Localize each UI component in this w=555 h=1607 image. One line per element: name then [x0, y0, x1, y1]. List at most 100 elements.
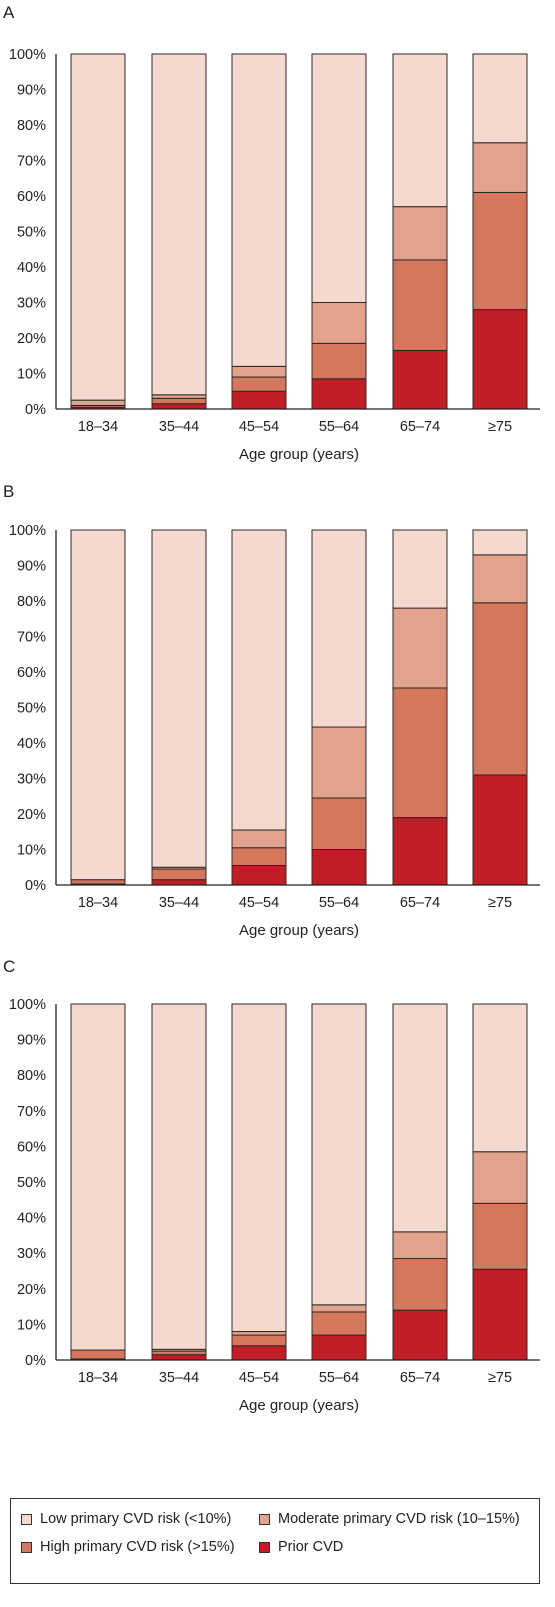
bar-segment-high — [311, 797, 367, 851]
bar-segment-high — [392, 687, 448, 819]
bar-segment-low — [392, 529, 448, 609]
legend-item-low: Low primary CVD risk (<10%) — [21, 1511, 231, 1527]
legend-swatch-high — [21, 1541, 32, 1553]
x-tick-label: 45–54 — [239, 419, 279, 435]
y-tick-label: 80% — [17, 594, 46, 610]
bar-segment-high — [70, 1349, 126, 1360]
bar-segment-high — [151, 868, 207, 881]
legend-label-high: High primary CVD risk (>15%) — [40, 1539, 235, 1555]
y-tick-label: 10% — [17, 1317, 46, 1333]
y-tick-label: 90% — [17, 1033, 46, 1049]
bar-segment-low — [151, 53, 207, 396]
x-tick-label: 55–64 — [319, 419, 359, 435]
panel-label: A — [3, 3, 15, 22]
panel-b: B 0% 10% 20% 30% 40% 50% 60% 70% 80% 90% 100% 18–34 3… — [3, 482, 540, 939]
bar-segment-prior — [311, 378, 367, 410]
bar-segment-low — [392, 53, 448, 208]
y-tick-label: 100% — [9, 47, 46, 63]
bar-segment-high — [231, 1334, 287, 1347]
bar-segment-high — [231, 847, 287, 866]
x-tick-label: 35–44 — [159, 419, 199, 435]
y-tick-label: 20% — [17, 331, 46, 347]
y-tick-label: 80% — [17, 118, 46, 134]
bar-segment-low — [392, 1003, 448, 1233]
bar-segment-high — [311, 342, 367, 380]
y-tick-label: 40% — [17, 1211, 46, 1227]
legend-swatch-low — [21, 1513, 32, 1525]
x-axis-label: Age group (years) — [239, 1397, 359, 1414]
bar-segment-high — [472, 602, 528, 776]
bar-segment-prior — [151, 403, 207, 410]
bar-segment-low — [311, 53, 367, 303]
x-tick-label: 55–64 — [319, 1370, 359, 1386]
bar-segment-low — [311, 529, 367, 728]
legend-swatch-moderate — [259, 1513, 270, 1525]
legend-label-prior: Prior CVD — [278, 1539, 344, 1555]
bar-segment-moderate — [392, 1231, 448, 1260]
legend-item-moderate: Moderate primary CVD risk (10–15%) — [259, 1511, 520, 1527]
bar-segment-prior — [392, 817, 448, 886]
bar-segment-low — [231, 529, 287, 831]
bar-segment-prior — [392, 349, 448, 410]
bar-segment-high — [231, 376, 287, 392]
y-tick-label: 0% — [25, 402, 46, 418]
bar-segment-moderate — [231, 1331, 287, 1336]
y-tick-label: 0% — [25, 878, 46, 894]
y-tick-label: 100% — [9, 523, 46, 539]
y-tick-label: 60% — [17, 665, 46, 681]
x-axis-label: Age group (years) — [239, 922, 359, 939]
bar-segment-prior — [231, 1345, 287, 1361]
bar-segment-moderate — [311, 302, 367, 344]
x-tick-label: 35–44 — [159, 1370, 199, 1386]
bar-segment-low — [231, 53, 287, 367]
x-tick-label: 65–74 — [400, 895, 440, 911]
x-tick-label: 18–34 — [78, 895, 118, 911]
bar-segment-moderate — [231, 829, 287, 849]
bar-segment-prior — [231, 864, 287, 886]
bar-segment-low — [70, 53, 126, 401]
bar-segment-moderate — [311, 1304, 367, 1313]
x-tick-label: ≥75 — [488, 1370, 512, 1386]
y-tick-label: 90% — [17, 559, 46, 575]
y-tick-label: 70% — [17, 1104, 46, 1120]
legend-label-low: Low primary CVD risk (<10%) — [40, 1511, 232, 1527]
y-tick-label: 0% — [25, 1353, 46, 1369]
legend-item-high: High primary CVD risk (>15%) — [21, 1539, 235, 1555]
panel-a: A 0% 10% 20% 30% 40% 50% 60% 70% 80% 90% 100% 18–34 3… — [3, 3, 540, 463]
x-tick-label: ≥75 — [488, 895, 512, 911]
x-tick-label: 45–54 — [239, 895, 279, 911]
x-tick-label: 35–44 — [159, 895, 199, 911]
bar-segment-prior — [392, 1309, 448, 1361]
bar-segment-low — [151, 529, 207, 868]
bar-segment-prior — [472, 1268, 528, 1361]
y-tick-label: 20% — [17, 1282, 46, 1298]
y-tick-label: 50% — [17, 1175, 46, 1191]
x-tick-label: 18–34 — [78, 419, 118, 435]
bar-segment-low — [311, 1003, 367, 1306]
bar-segment-prior — [151, 1354, 207, 1361]
bar-segment-prior — [311, 849, 367, 886]
bar-segment-moderate — [392, 607, 448, 689]
x-tick-label: 55–64 — [319, 895, 359, 911]
bar-segment-low — [70, 529, 126, 881]
y-tick-label: 30% — [17, 1246, 46, 1262]
bar-segment-moderate — [151, 394, 207, 399]
y-tick-label: 70% — [17, 154, 46, 170]
bar-segment-high — [70, 879, 126, 885]
x-tick-label: 65–74 — [400, 419, 440, 435]
bar-segment-low — [472, 1003, 528, 1153]
y-tick-label: 70% — [17, 630, 46, 646]
bar-segment-low — [472, 529, 528, 556]
x-tick-label: 18–34 — [78, 1370, 118, 1386]
bar-segment-low — [70, 1003, 126, 1351]
bar-segment-low — [472, 53, 528, 144]
bar-segment-high — [392, 1258, 448, 1311]
panel-c: C 0% 10% 20% 30% 40% 50% 60% 70% 80% 90% 100% 18–34 3… — [3, 957, 540, 1414]
y-tick-label: 40% — [17, 736, 46, 752]
bar-segment-moderate — [472, 1151, 528, 1204]
bar-segment-moderate — [472, 554, 528, 604]
panel-label: B — [3, 482, 14, 501]
bar-segment-moderate — [70, 399, 126, 406]
bar-segment-high — [151, 1350, 207, 1356]
